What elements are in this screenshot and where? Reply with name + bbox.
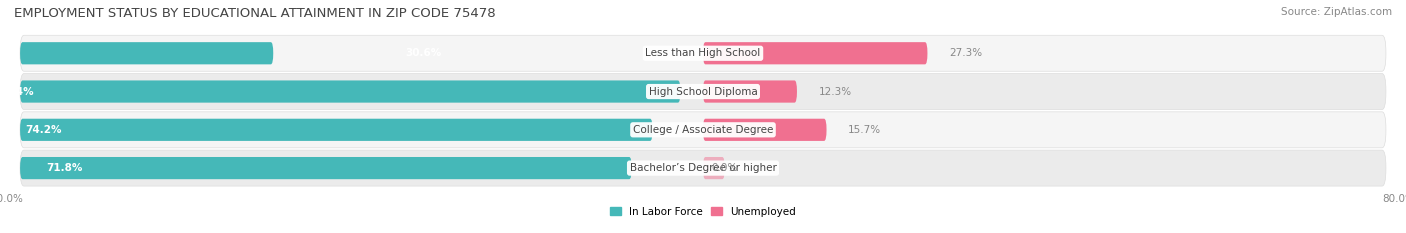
Legend: In Labor Force, Unemployed: In Labor Force, Unemployed bbox=[606, 203, 800, 221]
Text: 15.7%: 15.7% bbox=[848, 125, 882, 135]
FancyBboxPatch shape bbox=[20, 157, 631, 179]
Text: 12.3%: 12.3% bbox=[818, 86, 852, 96]
Text: Less than High School: Less than High School bbox=[645, 48, 761, 58]
Text: 30.6%: 30.6% bbox=[405, 48, 441, 58]
FancyBboxPatch shape bbox=[20, 74, 1386, 110]
FancyBboxPatch shape bbox=[20, 150, 1386, 186]
FancyBboxPatch shape bbox=[703, 42, 928, 64]
FancyBboxPatch shape bbox=[20, 42, 273, 64]
Text: High School Diploma: High School Diploma bbox=[648, 86, 758, 96]
FancyBboxPatch shape bbox=[20, 119, 652, 141]
FancyBboxPatch shape bbox=[703, 119, 827, 141]
Text: 74.2%: 74.2% bbox=[25, 125, 62, 135]
FancyBboxPatch shape bbox=[20, 80, 681, 103]
Text: College / Associate Degree: College / Associate Degree bbox=[633, 125, 773, 135]
Text: 0.0%: 0.0% bbox=[711, 163, 738, 173]
FancyBboxPatch shape bbox=[20, 35, 1386, 71]
FancyBboxPatch shape bbox=[20, 112, 1386, 148]
Text: 27.3%: 27.3% bbox=[949, 48, 983, 58]
Text: Bachelor’s Degree or higher: Bachelor’s Degree or higher bbox=[630, 163, 776, 173]
FancyBboxPatch shape bbox=[703, 157, 724, 179]
FancyBboxPatch shape bbox=[703, 80, 797, 103]
Text: 71.8%: 71.8% bbox=[46, 163, 83, 173]
Text: EMPLOYMENT STATUS BY EDUCATIONAL ATTAINMENT IN ZIP CODE 75478: EMPLOYMENT STATUS BY EDUCATIONAL ATTAINM… bbox=[14, 7, 496, 20]
Text: Source: ZipAtlas.com: Source: ZipAtlas.com bbox=[1281, 7, 1392, 17]
Text: 77.4%: 77.4% bbox=[0, 86, 34, 96]
